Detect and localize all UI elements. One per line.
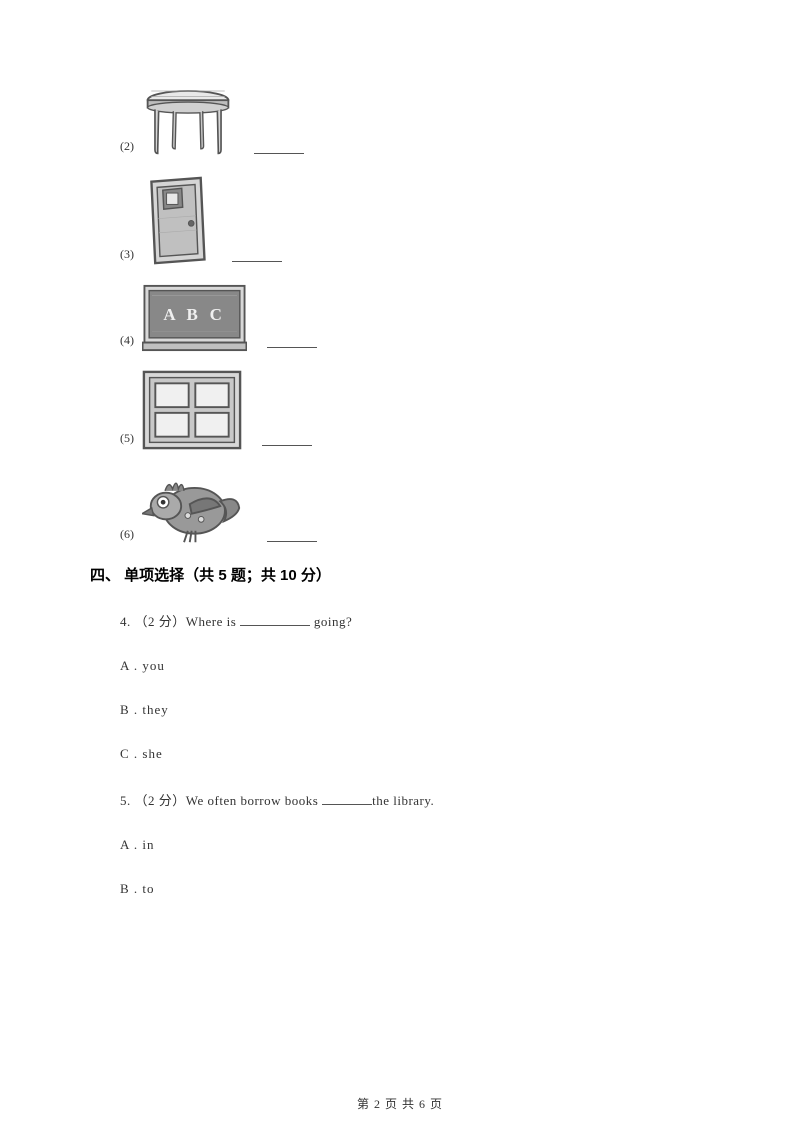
image-question-row: (5) [120, 370, 710, 450]
question-stem: 5. （2 分）We often borrow books the librar… [120, 790, 710, 809]
answer-blank[interactable] [232, 261, 282, 262]
answer-blank[interactable] [254, 153, 304, 154]
question-suffix: going? [310, 614, 352, 629]
question-prefix: We often borrow books [186, 793, 322, 808]
fill-blank[interactable] [322, 804, 372, 805]
question-number: (6) [120, 527, 134, 546]
answer-blank[interactable] [267, 347, 317, 348]
question-suffix: the library. [372, 793, 434, 808]
question-number: (3) [120, 247, 134, 266]
svg-text:A B C: A B C [163, 305, 225, 324]
question-number: 4. [120, 614, 135, 629]
option-b[interactable]: B . they [120, 702, 710, 718]
question-prefix: Where is [186, 614, 240, 629]
bird-icon [142, 468, 247, 546]
image-question-row: (4) A B C [120, 284, 710, 352]
blackboard-icon: A B C [142, 284, 247, 352]
option-b[interactable]: B . to [120, 881, 710, 897]
image-question-row: (3) [120, 176, 710, 266]
fill-blank[interactable] [240, 625, 310, 626]
option-a[interactable]: A . in [120, 837, 710, 853]
question-number: (4) [120, 333, 134, 352]
answer-blank[interactable] [267, 541, 317, 542]
page-footer: 第 2 页 共 6 页 [0, 1095, 800, 1112]
question-points: （2 分） [135, 614, 186, 629]
question-number: (2) [120, 139, 134, 158]
table-icon [142, 80, 234, 158]
section-heading: 四、 单项选择（共 5 题；共 10 分） [90, 564, 710, 585]
door-icon [142, 176, 212, 266]
answer-blank[interactable] [262, 445, 312, 446]
option-c[interactable]: C . she [120, 746, 710, 762]
question-number: (5) [120, 431, 134, 450]
question-number: 5. [120, 793, 135, 808]
question-points: （2 分） [135, 793, 186, 808]
window-icon [142, 370, 242, 450]
option-a[interactable]: A . you [120, 658, 710, 674]
image-question-row: (6) [120, 468, 710, 546]
question-stem: 4. （2 分）Where is going? [120, 611, 710, 630]
image-question-row: (2) [120, 80, 710, 158]
